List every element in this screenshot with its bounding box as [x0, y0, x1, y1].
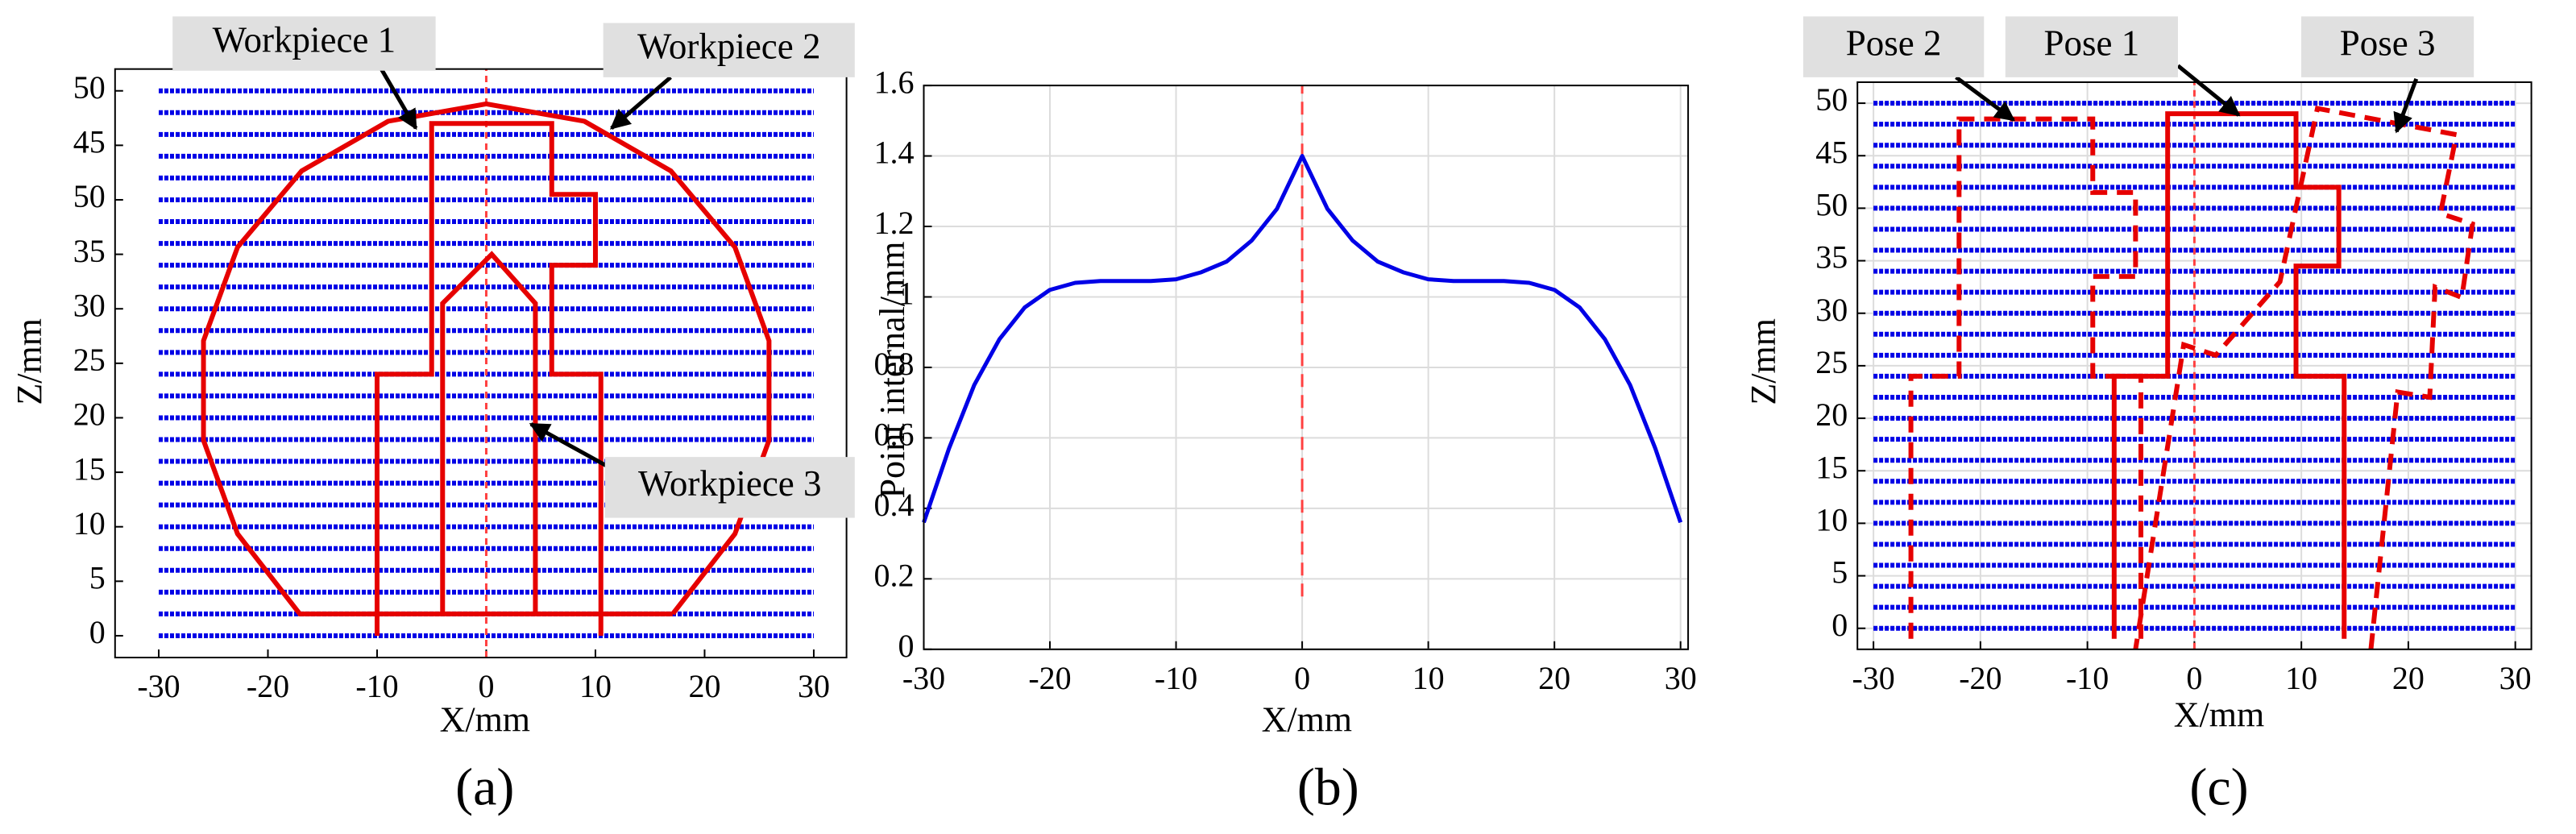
plot-background [114, 68, 847, 658]
annotation-label: Pose 1 [2044, 23, 2140, 63]
x-tick-label: 10 [579, 668, 612, 704]
outline [201, 101, 772, 616]
annotation-label: Workpiece 1 [213, 19, 396, 60]
annotation-label: Pose 2 [1846, 23, 1942, 63]
y-tick-label: 50 [73, 178, 106, 214]
y-tick-label: 1 [898, 276, 914, 312]
panel: -30 -20 -10 0 10 20 30 0 0.2 0.4 0.6 0.8 1 1.2 1.4 1.6 X… [873, 64, 1697, 816]
y-tick-label: 50 [73, 69, 106, 106]
y-tick-label: 0 [89, 614, 106, 650]
y-tick-label: 0.8 [873, 346, 914, 382]
x-tick-label: -20 [1959, 660, 2001, 696]
x-tick-label: 0 [478, 668, 494, 704]
x-tick-label: -10 [1155, 660, 1197, 696]
y-tick-label: 5 [1831, 554, 1848, 591]
y-tick-label: 45 [73, 124, 106, 160]
plot-frame [1856, 81, 2532, 650]
outline [2111, 111, 2347, 639]
y-tick-label: 30 [1815, 292, 1848, 328]
outline [374, 121, 604, 636]
x-tick-label: -10 [355, 668, 398, 704]
x-tick-label: 20 [2392, 660, 2425, 696]
x-tick-label: -30 [902, 660, 945, 696]
y-tick-label: 15 [1815, 449, 1848, 485]
curve [922, 154, 1683, 524]
annotation-arrow [380, 68, 418, 131]
y-tick-label: 1.4 [873, 135, 914, 171]
annotation-label: Pose 3 [2340, 23, 2436, 63]
y-axis-label: Z/mm [10, 318, 49, 405]
y-tick-label: 45 [1815, 134, 1848, 170]
x-tick-label: -20 [247, 668, 289, 704]
x-tick-label: 30 [1665, 660, 1697, 696]
x-tick-label: -30 [1852, 660, 1894, 696]
panel: -30 -20 -10 0 10 20 30 0 5 10 15 20 25 30 35 50 45 50 Work… [10, 16, 855, 816]
y-tick-label: 25 [73, 342, 106, 378]
annotation-box [2301, 16, 2474, 77]
y-tick-label: 0 [1831, 607, 1848, 643]
x-tick-label: 10 [1412, 660, 1445, 696]
caption: (c) [2189, 757, 2248, 816]
y-tick-label: 0.6 [873, 417, 914, 453]
x-tick-label: 30 [798, 668, 830, 704]
annotation-box [604, 457, 855, 518]
y-tick-label: 50 [1815, 81, 1848, 118]
annotation-arrow [1955, 75, 2016, 122]
x-axis-label: X/mm [440, 700, 530, 740]
y-tick-label: 35 [73, 233, 106, 269]
y-tick-label: 15 [73, 450, 106, 487]
caption: (b) [1297, 757, 1359, 816]
y-tick-label: 1.2 [873, 205, 914, 241]
plot-frame [114, 68, 848, 659]
outline [2133, 106, 2475, 650]
annotation-box [2005, 16, 2178, 77]
annotation-box [172, 16, 436, 71]
y-tick-label: 10 [1815, 502, 1848, 538]
x-tick-label: 10 [2285, 660, 2317, 696]
panel: -30 -20 -10 0 10 20 30 0 5 10 15 20 25 30 35 50 45 50 Pose… [1744, 16, 2532, 816]
y-tick-label: 0.2 [873, 558, 914, 594]
y-tick-label: 5 [89, 560, 106, 596]
y-tick-label: 0 [898, 628, 914, 664]
plot-frame [923, 85, 1690, 650]
annotation-arrow [529, 422, 613, 471]
x-tick-label: -20 [1028, 660, 1071, 696]
y-tick-label: 20 [1815, 396, 1848, 433]
y-axis-label: Z/mm [1744, 318, 1783, 405]
x-tick-label: 20 [1538, 660, 1570, 696]
y-axis-label: Point internal/mm [873, 242, 912, 499]
y-tick-label: 25 [1815, 344, 1848, 380]
annotation-box [1802, 16, 1985, 77]
annotation-label: Workpiece 2 [637, 27, 821, 67]
y-tick-label: 50 [1815, 187, 1848, 223]
x-axis-label: X/mm [1262, 700, 1352, 740]
annotation-arrow [609, 75, 672, 131]
y-tick-label: 0.4 [873, 487, 914, 523]
annotation-box [603, 23, 855, 77]
x-tick-label: 30 [2499, 660, 2532, 696]
annotation-arrow [2393, 78, 2419, 134]
x-tick-label: 20 [688, 668, 720, 704]
annotation-label: Workpiece 3 [638, 463, 822, 504]
x-tick-label: 0 [2186, 660, 2202, 696]
y-tick-label: 1.6 [873, 64, 914, 100]
y-tick-label: 35 [1815, 239, 1848, 276]
x-tick-label: 0 [1294, 660, 1310, 696]
x-tick-label: -30 [137, 668, 180, 704]
x-tick-label: -10 [2066, 660, 2109, 696]
caption: (a) [455, 757, 514, 816]
y-tick-label: 10 [73, 505, 106, 541]
annotation-arrow [2176, 64, 2241, 117]
y-tick-label: 20 [73, 396, 106, 433]
x-axis-label: X/mm [2174, 695, 2264, 735]
y-tick-label: 30 [73, 287, 106, 323]
outline [440, 251, 538, 614]
